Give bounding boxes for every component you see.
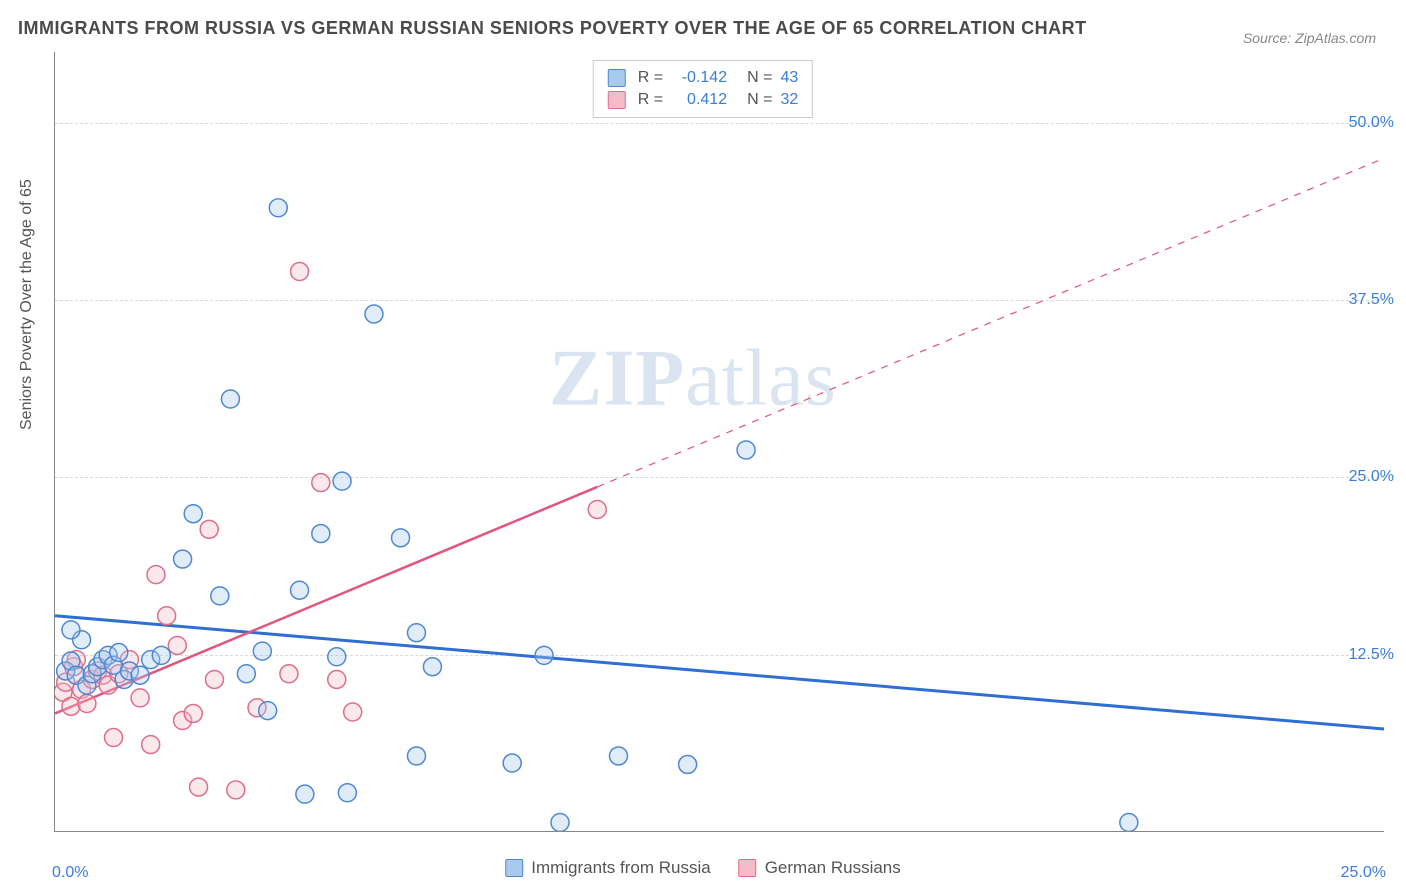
swatch-icon [739,859,757,877]
n-value: 32 [780,91,798,109]
data-point [147,566,165,584]
data-point [588,500,606,518]
data-point [392,529,410,547]
data-point [62,697,80,715]
data-point [328,648,346,666]
data-point [269,199,287,217]
data-point [296,785,314,803]
chart-title: IMMIGRANTS FROM RUSSIA VS GERMAN RUSSIAN… [18,18,1087,39]
data-point [211,587,229,605]
data-point [184,704,202,722]
data-point [610,747,628,765]
data-point [168,636,186,654]
data-point [110,644,128,662]
legend-label: Immigrants from Russia [531,858,710,878]
data-point [535,646,553,664]
legend-item: German Russians [739,858,901,878]
data-point [259,702,277,720]
data-point [737,441,755,459]
data-point [131,689,149,707]
y-axis-label: Seniors Poverty Over the Age of 65 [18,179,36,430]
swatch-icon [608,91,626,109]
data-point [365,305,383,323]
data-point [205,670,223,688]
data-point [104,729,122,747]
data-point [78,695,96,713]
correlation-legend-row: R = 0.412 N = 32 [608,89,798,111]
swatch-icon [608,69,626,87]
data-point [551,814,569,831]
chart-svg [55,52,1384,831]
series-legend: Immigrants from Russia German Russians [505,858,901,878]
data-point [1120,814,1138,831]
data-point [338,784,356,802]
correlation-legend-row: R = -0.142 N = 43 [608,67,798,89]
data-point [291,581,309,599]
data-point [221,390,239,408]
data-point [237,665,255,683]
data-point [423,658,441,676]
data-point [158,607,176,625]
data-point [62,621,80,639]
r-value: 0.412 [671,91,727,109]
swatch-icon [505,859,523,877]
data-point [333,472,351,490]
r-value: -0.142 [671,69,727,87]
data-point [227,781,245,799]
data-point [131,666,149,684]
data-point [503,754,521,772]
x-axis-min: 0.0% [52,864,88,882]
source-attribution: Source: ZipAtlas.com [1243,30,1376,46]
legend-label: German Russians [765,858,901,878]
data-point [200,520,218,538]
data-point [344,703,362,721]
correlation-legend: R = -0.142 N = 43 R = 0.412 N = 32 [593,60,813,118]
data-point [679,755,697,773]
legend-item: Immigrants from Russia [505,858,710,878]
data-point [253,642,271,660]
r-label: R = [638,91,663,109]
data-point [184,505,202,523]
r-label: R = [638,69,663,87]
n-value: 43 [780,69,798,87]
data-point [312,525,330,543]
data-point [174,550,192,568]
data-point [312,474,330,492]
data-point [328,670,346,688]
data-point [142,736,160,754]
data-point [152,646,170,664]
plot-area: ZIPatlas [54,52,1384,832]
regression-line-extrapolated [597,158,1384,487]
data-point [190,778,208,796]
data-point [280,665,298,683]
data-point [291,263,309,281]
n-label: N = [747,91,772,109]
data-point [407,747,425,765]
n-label: N = [747,69,772,87]
x-axis-max: 25.0% [1341,864,1386,882]
data-point [407,624,425,642]
